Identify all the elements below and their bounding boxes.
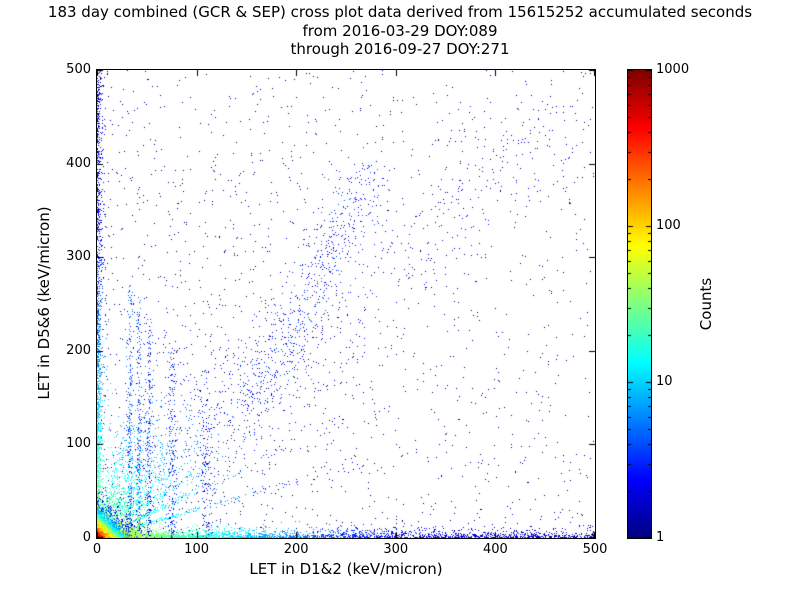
colorbar-tick-label: 100 [656,218,681,233]
colorbar-gradient [628,70,651,538]
chart-subtitle-from: from 2016-03-29 DOY:089 [302,22,498,40]
colorbar-tick-label: 10 [656,374,673,389]
y-tick-label: 300 [66,249,91,265]
colorbar-label: Counts [697,277,715,331]
y-tick-label: 0 [82,530,91,545]
y-tick-label: 100 [66,436,91,452]
y-axis-label: LET in D5&6 (keV/micron) [35,206,53,400]
colorbar-tick-label: 1 [656,530,665,545]
chart-subtitle-through: through 2016-09-27 DOY:271 [290,40,510,58]
y-tick-label: 200 [66,342,91,358]
colorbar-tick-label: 1000 [656,62,690,77]
chart-title: 183 day combined (GCR & SEP) cross plot … [47,3,753,21]
colorbar [627,69,652,539]
x-tick-label: 300 [383,542,409,557]
x-tick-label: 400 [482,542,508,557]
x-tick-label: 0 [92,542,102,557]
x-tick-label: 200 [283,542,309,557]
scatter-canvas [97,70,595,538]
x-tick-label: 100 [184,542,209,557]
y-tick-label: 400 [66,155,91,171]
y-tick-label: 500 [66,62,91,77]
x-axis-label: LET in D1&2 (keV/micron) [249,560,443,578]
plot-area [96,69,596,539]
x-tick-label: 500 [582,542,608,557]
